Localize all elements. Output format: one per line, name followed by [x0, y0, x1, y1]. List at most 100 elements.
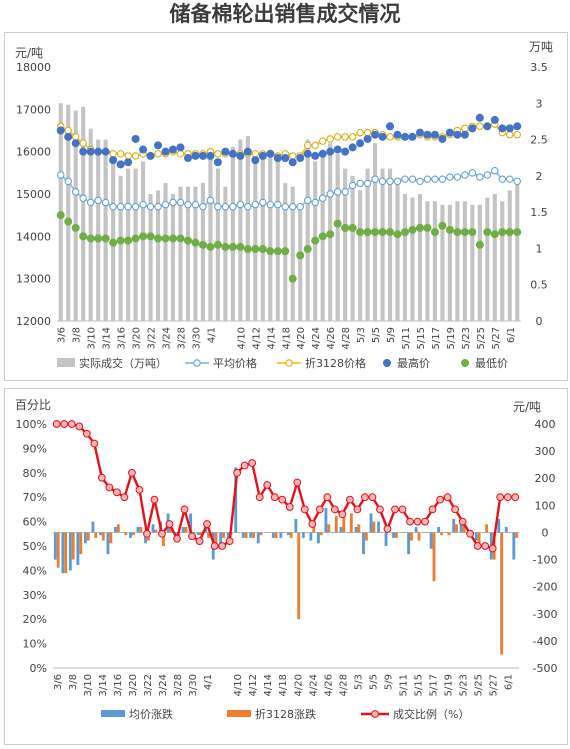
avg-price-point — [139, 200, 147, 209]
x-tick-label: 4/24 — [311, 327, 322, 349]
ratio-point — [225, 537, 234, 546]
price3128-change-bar — [101, 532, 105, 541]
max-price-point — [498, 124, 507, 133]
volume-bar — [425, 201, 430, 321]
price3128-point — [326, 135, 334, 143]
avg-change-bar — [121, 532, 125, 533]
price3128-point — [341, 133, 349, 141]
x-tick-label: 3/30 — [188, 674, 199, 696]
price3128-change-bar — [199, 532, 203, 536]
avg-price-point — [101, 198, 110, 207]
y-tick-label-left: 60% — [23, 516, 47, 529]
avg-price-point — [341, 188, 349, 196]
price3128-change-bar — [364, 532, 368, 541]
x-tick-label: 3/16 — [117, 327, 128, 349]
min-price-point — [124, 236, 133, 245]
y-tick-label-left: 100% — [16, 418, 47, 431]
legend-avg-marker — [193, 359, 201, 367]
ratio-point — [143, 529, 151, 538]
volume-bar — [515, 179, 520, 321]
price3128-point — [109, 150, 117, 158]
legend-volume-label: 实际成交（万吨） — [79, 356, 167, 370]
price3128-change-bar — [455, 524, 458, 533]
price3128-change-bar — [109, 532, 113, 544]
y-tick-label-right: -400 — [533, 635, 558, 648]
legend-min-marker — [461, 359, 469, 367]
avg-change-bar — [129, 532, 132, 538]
avg-price-point — [431, 175, 439, 183]
avg-price-point — [356, 179, 364, 188]
x-tick-label: 4/26 — [323, 674, 334, 696]
price3128-change-bar — [372, 521, 376, 533]
max-price-point — [401, 132, 409, 141]
min-price-point — [460, 228, 469, 237]
min-price-point — [356, 228, 365, 237]
price3128-point — [506, 131, 514, 139]
ratio-point — [368, 493, 377, 502]
x-tick-label: 4/1 — [203, 674, 214, 690]
max-price-point — [296, 154, 305, 163]
min-price-point — [423, 223, 432, 232]
x-tick-label: 5/9 — [383, 674, 394, 690]
legend-ratio-label: 成交比例（%） — [393, 707, 469, 721]
max-price-point — [438, 134, 447, 143]
y-tick-label-left: 16000 — [16, 146, 51, 159]
price3128-change-bar — [86, 532, 90, 541]
volume-bar — [133, 168, 138, 321]
volume-bar — [96, 139, 101, 321]
ratio-point — [278, 495, 287, 504]
min-price-point — [109, 238, 118, 247]
ratio-point — [218, 542, 227, 550]
avg-price-point — [281, 203, 289, 211]
min-price-point — [303, 245, 312, 254]
volume-bar — [343, 168, 348, 321]
volume-bar — [485, 197, 490, 321]
y-tick-label-right: -200 — [533, 581, 558, 594]
price3128-change-bar — [297, 532, 301, 620]
y-tick-label-right: 400 — [535, 418, 556, 431]
price3128-change-bar — [56, 532, 60, 568]
x-tick-label: 5/3 — [356, 327, 367, 343]
max-price-point — [206, 151, 215, 160]
avg-price-point — [476, 173, 484, 181]
avg-price-point — [146, 203, 155, 211]
price3128-point — [176, 150, 185, 158]
min-price-point — [386, 228, 395, 237]
volume-bar — [462, 201, 467, 321]
ratio-point — [481, 542, 490, 550]
max-price-point — [393, 130, 402, 139]
price3128-change-bar — [515, 532, 519, 538]
ratio-point — [398, 505, 407, 514]
max-price-point — [94, 147, 103, 156]
max-price-point — [266, 149, 275, 158]
ratio-point — [428, 505, 437, 514]
x-tick-label: 3/8 — [68, 674, 79, 690]
price3128-change-bar — [349, 513, 353, 533]
price3128-change-bar — [289, 532, 293, 538]
avg-price-point — [461, 171, 469, 179]
y-tick-label-right: -500 — [533, 662, 558, 675]
avg-price-point — [423, 175, 432, 183]
min-price-point — [139, 232, 148, 241]
legend-min-label: 最低价 — [475, 357, 508, 370]
min-price-point — [273, 247, 282, 256]
max-price-point — [221, 147, 230, 156]
avg-change-bar — [474, 532, 478, 541]
ratio-point — [406, 517, 414, 526]
price3128-change-bar — [342, 510, 346, 533]
avg-price-point — [453, 173, 462, 181]
max-price-point — [513, 122, 522, 131]
x-tick-label: 5/25 — [474, 674, 485, 696]
x-tick-label: 3/22 — [143, 674, 154, 696]
avg-price-point — [408, 175, 417, 183]
max-price-point — [363, 134, 372, 143]
x-tick-label: 4/26 — [326, 327, 337, 349]
x-tick-label: 6/1 — [504, 674, 515, 690]
price3128-change-bar — [207, 532, 210, 538]
min-price-point — [453, 228, 462, 237]
legend-avg-change-swatch — [101, 710, 125, 717]
avg-price-point — [154, 203, 162, 211]
max-price-point — [146, 151, 155, 160]
min-price-point — [131, 234, 140, 243]
price3128-point — [131, 152, 140, 160]
